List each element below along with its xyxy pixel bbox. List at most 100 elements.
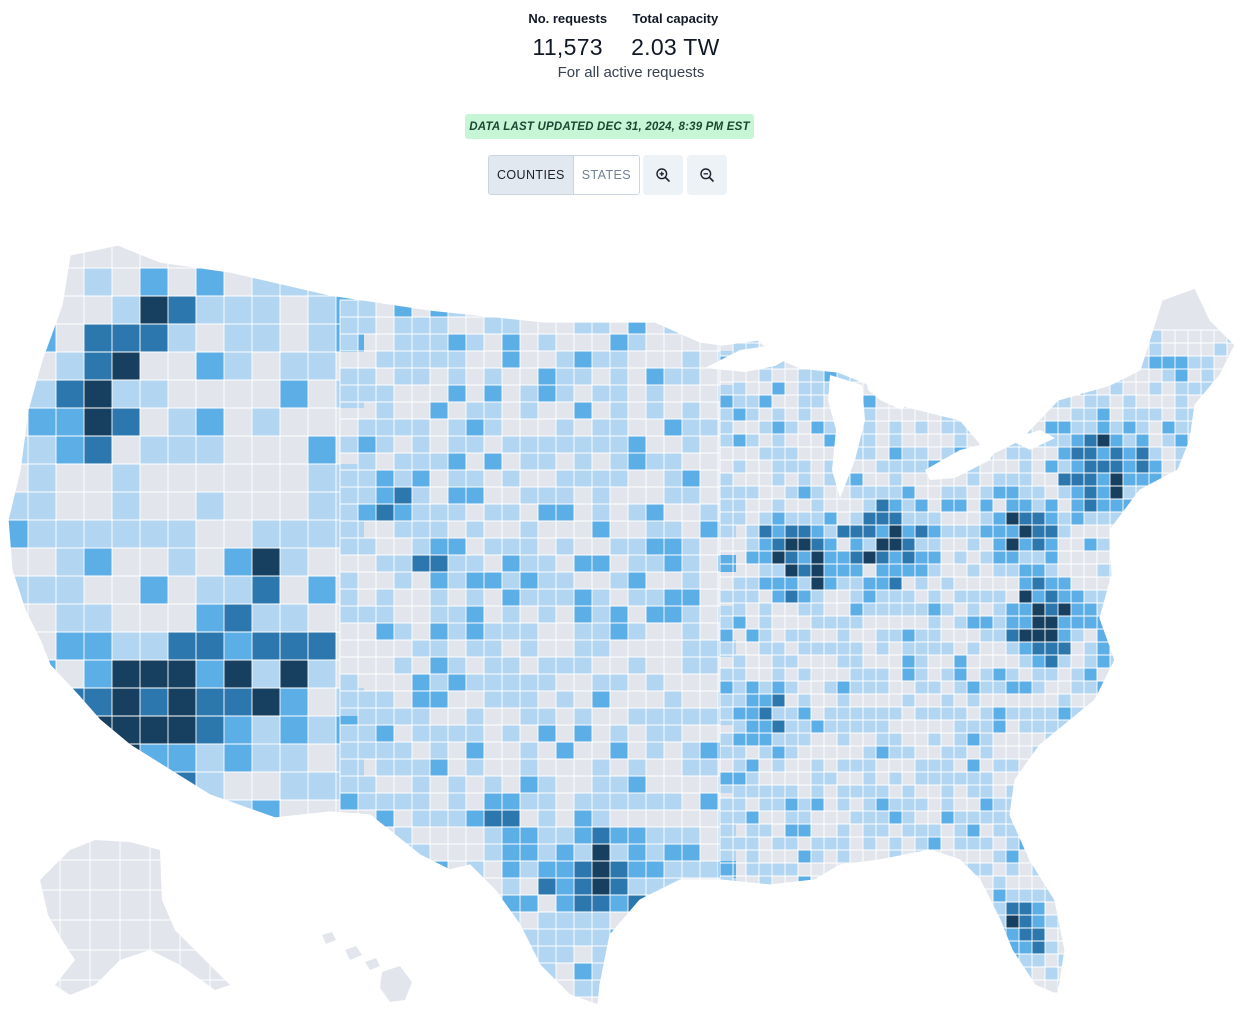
county-219[interactable]: [358, 827, 376, 844]
county-287[interactable]: [412, 555, 430, 572]
county-854[interactable]: [772, 434, 785, 447]
county-591[interactable]: [610, 895, 628, 912]
county-1714[interactable]: [1123, 408, 1136, 421]
county-338[interactable]: [448, 470, 466, 487]
county-1374[interactable]: [980, 915, 993, 928]
county-1281[interactable]: [941, 980, 954, 993]
county-990[interactable]: [824, 525, 837, 538]
county-1334[interactable]: [967, 733, 980, 746]
county-129[interactable]: [252, 520, 280, 548]
county-1319[interactable]: [967, 395, 980, 408]
county-671[interactable]: [682, 402, 700, 419]
county-1370[interactable]: [980, 811, 993, 824]
county-1454[interactable]: [1019, 473, 1032, 486]
county-307[interactable]: [430, 351, 448, 368]
county-582[interactable]: [610, 674, 628, 691]
county-590[interactable]: [610, 878, 628, 895]
county-603[interactable]: [628, 572, 646, 589]
county-670[interactable]: [682, 368, 700, 385]
county-157[interactable]: [308, 436, 336, 464]
county-520[interactable]: [574, 606, 592, 623]
county-1712[interactable]: [1123, 356, 1136, 369]
county-1080[interactable]: [863, 499, 876, 512]
county-1397[interactable]: [993, 759, 1006, 772]
county-563[interactable]: [592, 912, 610, 929]
county-308[interactable]: [430, 402, 448, 419]
county-680[interactable]: [682, 606, 700, 623]
county-1309[interactable]: [954, 915, 967, 928]
county-1369[interactable]: [980, 798, 993, 811]
county-27[interactable]: [56, 380, 84, 408]
county-1023[interactable]: [837, 759, 850, 772]
county-1410[interactable]: [1006, 343, 1019, 356]
county-386[interactable]: [484, 504, 502, 521]
county-1205[interactable]: [915, 460, 928, 473]
county-1242[interactable]: [928, 707, 941, 720]
county-1717[interactable]: [1123, 447, 1136, 460]
county-284[interactable]: [412, 504, 430, 521]
county-277[interactable]: [412, 351, 430, 368]
county-286[interactable]: [412, 538, 430, 555]
county-473[interactable]: [538, 708, 556, 725]
county-1143[interactable]: [889, 434, 902, 447]
county-1932[interactable]: [1214, 928, 1227, 941]
county-1902[interactable]: [1201, 824, 1214, 837]
county-1411[interactable]: [1006, 356, 1019, 369]
county-596[interactable]: [628, 317, 646, 334]
county-1954[interactable]: [1227, 668, 1240, 681]
county-52[interactable]: [84, 744, 112, 772]
county-496[interactable]: [556, 538, 574, 555]
county-599[interactable]: [628, 453, 646, 470]
county-1526[interactable]: [1045, 525, 1058, 538]
county-1863[interactable]: [1188, 668, 1201, 681]
county-726[interactable]: [718, 980, 736, 997]
county-262[interactable]: [394, 555, 412, 572]
county-239[interactable]: [376, 691, 394, 708]
county-770[interactable]: [733, 577, 746, 590]
county-1923[interactable]: [1214, 746, 1227, 759]
county-234[interactable]: [376, 504, 394, 521]
county-685[interactable]: [682, 742, 700, 759]
county-498[interactable]: [556, 589, 574, 606]
county-1599[interactable]: [1071, 759, 1084, 772]
county-409[interactable]: [502, 470, 520, 487]
county-1527[interactable]: [1045, 538, 1058, 551]
county-62[interactable]: [112, 520, 140, 548]
county-656[interactable]: [664, 691, 682, 708]
county-1910[interactable]: [1201, 954, 1214, 967]
county-1401[interactable]: [993, 850, 1006, 863]
county-1402[interactable]: [993, 876, 1006, 889]
county-304[interactable]: [430, 300, 448, 317]
county-1046[interactable]: [850, 525, 863, 538]
county-303[interactable]: [412, 980, 430, 997]
county-1050[interactable]: [850, 577, 863, 590]
county-1500[interactable]: [1032, 655, 1045, 668]
county-1823[interactable]: [1175, 434, 1188, 447]
county-767[interactable]: [733, 486, 746, 499]
county-1655[interactable]: [1097, 564, 1110, 577]
county-1273[interactable]: [941, 798, 954, 811]
county-913[interactable]: [785, 993, 798, 1006]
county-40[interactable]: [84, 324, 112, 352]
county-150[interactable]: [280, 744, 308, 772]
county-802[interactable]: [746, 629, 759, 642]
county-625[interactable]: [646, 504, 664, 521]
county-1291[interactable]: [954, 551, 967, 564]
county-152[interactable]: [308, 240, 336, 268]
county-559[interactable]: [592, 844, 610, 861]
county-1387[interactable]: [993, 551, 1006, 564]
county-1861[interactable]: [1188, 616, 1201, 629]
county-112[interactable]: [224, 296, 252, 324]
county-1950[interactable]: [1227, 616, 1240, 629]
county-336[interactable]: [448, 436, 466, 453]
county-836[interactable]: [759, 642, 772, 655]
county-1661[interactable]: [1097, 655, 1110, 668]
county-824[interactable]: [759, 395, 772, 408]
county-1598[interactable]: [1071, 720, 1084, 733]
county-1751[interactable]: [1136, 499, 1149, 512]
county-1134[interactable]: [876, 954, 889, 967]
county-882[interactable]: [772, 915, 785, 928]
county-1595[interactable]: [1071, 668, 1084, 681]
county-1028[interactable]: [837, 850, 850, 863]
county-104[interactable]: [196, 632, 224, 660]
